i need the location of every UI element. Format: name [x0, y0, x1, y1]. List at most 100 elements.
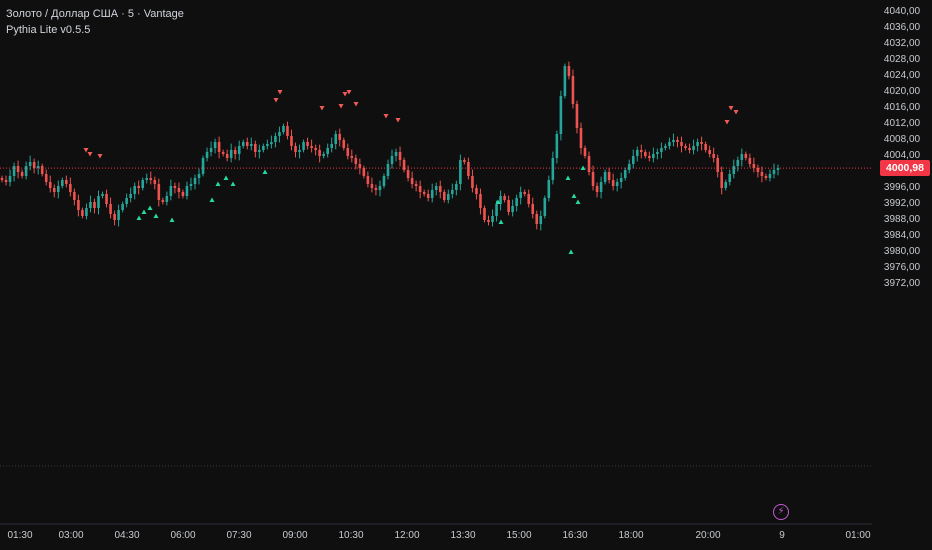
buy-signal-marker: [575, 199, 581, 204]
candle-up: [274, 136, 277, 142]
candle-down: [463, 160, 466, 162]
candle-up: [229, 150, 233, 158]
time-tick: 9: [779, 530, 785, 541]
sell-signal-marker: [277, 90, 283, 95]
price-tick: 4040,00: [883, 6, 921, 17]
candle-up: [511, 206, 514, 212]
time-tick: 10:30: [338, 530, 364, 541]
candle-down: [503, 196, 506, 200]
time-tick: 12:00: [394, 530, 420, 541]
candle-down: [221, 152, 225, 154]
candle-down: [676, 140, 679, 142]
candle-down: [48, 182, 52, 188]
candle-up: [169, 186, 173, 196]
candle-up: [692, 146, 695, 150]
candle-down: [105, 194, 108, 204]
buy-signal-marker: [571, 193, 577, 198]
candle-down: [487, 220, 490, 222]
candle-down: [583, 148, 587, 156]
candle-down: [523, 192, 526, 194]
candle-up: [394, 152, 398, 156]
candle-up: [603, 172, 607, 182]
symbol-title[interactable]: Золото / Доллар США · 5 · Vantage: [6, 8, 184, 20]
candle-up: [205, 152, 209, 158]
candle-down: [93, 202, 96, 208]
buy-signal-marker: [209, 197, 215, 202]
candle-up: [129, 194, 132, 198]
candle-up: [237, 146, 241, 154]
time-tick: 16:30: [562, 530, 588, 541]
candle-down: [752, 164, 756, 168]
candle-up: [258, 150, 261, 152]
candle-down: [362, 168, 366, 176]
candle-down: [77, 200, 80, 210]
candle-down: [607, 172, 611, 180]
sell-signal-marker: [733, 110, 739, 115]
buy-signal-marker: [136, 215, 142, 220]
candle-up: [543, 198, 547, 216]
candle-up: [430, 190, 434, 198]
candle-down: [354, 158, 358, 164]
candle-down: [579, 128, 583, 148]
candle-down: [254, 144, 257, 152]
candle-up: [125, 198, 128, 204]
candle-up: [740, 154, 744, 160]
candle-up: [185, 186, 189, 196]
price-tick: 4012,00: [883, 118, 921, 129]
buy-signal-marker: [153, 213, 159, 218]
candle-up: [382, 176, 386, 186]
candle-down: [44, 174, 48, 182]
candle-up: [24, 166, 28, 176]
candle-up: [270, 142, 273, 144]
indicator-label[interactable]: Pythia Lite v0.5.5: [6, 24, 91, 36]
candle-down: [716, 158, 719, 172]
buy-signal-marker: [230, 181, 236, 186]
current-price-badge: 4000,98: [880, 160, 930, 177]
candle-up: [631, 156, 635, 164]
buy-signal-marker: [141, 209, 147, 214]
candle-up: [455, 184, 458, 190]
candle-up: [519, 192, 522, 198]
candle-up: [728, 174, 732, 182]
candle-down: [366, 176, 370, 184]
candle-up: [386, 164, 390, 176]
candle-down: [471, 176, 474, 188]
buy-signal-marker: [568, 249, 574, 254]
candle-up: [491, 216, 494, 222]
candle-down: [483, 208, 486, 220]
candle-down: [161, 200, 165, 202]
candle-up: [547, 180, 551, 198]
time-tick: 01:00: [845, 530, 871, 541]
candle-up: [615, 182, 619, 186]
candle-down: [467, 162, 470, 176]
candle-up: [121, 204, 124, 210]
candle-up: [209, 148, 213, 152]
time-tick: 07:30: [226, 530, 252, 541]
candle-up: [623, 170, 627, 178]
candle-down: [591, 172, 595, 186]
price-tick: 3972,00: [883, 278, 921, 289]
candle-up: [89, 202, 92, 208]
candle-up: [61, 180, 64, 186]
candle-down: [52, 188, 56, 192]
price-tick: 3996,00: [883, 182, 921, 193]
candle-up: [28, 162, 32, 166]
candle-up: [85, 208, 88, 216]
candle-down: [374, 188, 378, 190]
candle-down: [507, 200, 510, 212]
candle-down: [109, 204, 112, 214]
lightning-bolt-icon[interactable]: ⚡: [773, 504, 789, 520]
candle-down: [338, 134, 342, 140]
candle-up: [133, 186, 136, 194]
candle-down: [358, 164, 362, 168]
candle-down: [639, 150, 643, 152]
time-tick: 20:00: [695, 530, 721, 541]
candle-down: [398, 152, 402, 160]
candle-up: [197, 174, 201, 178]
candle-up: [563, 66, 567, 96]
candle-down: [20, 172, 24, 176]
candle-up: [459, 160, 462, 184]
chart-legend: Золото / Доллар США · 5 · Vantage Pythia…: [6, 6, 184, 38]
candle-up: [724, 182, 728, 188]
